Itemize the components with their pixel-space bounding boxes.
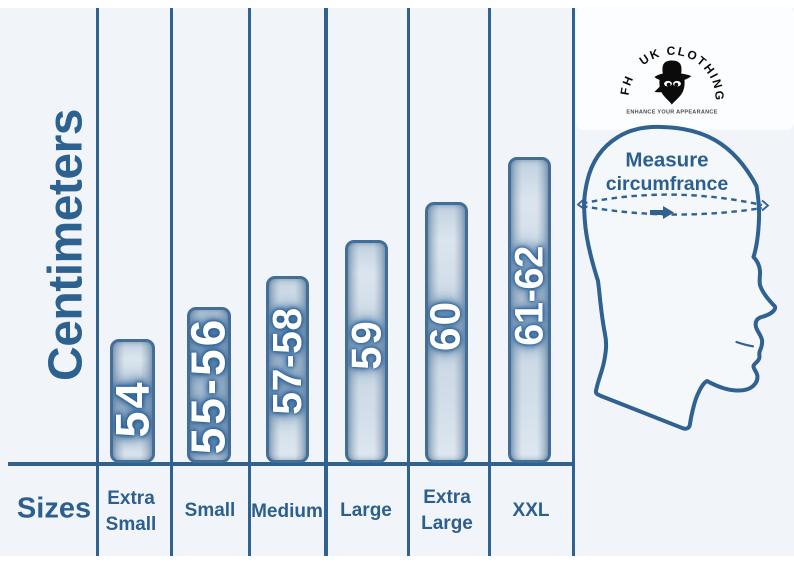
svg-text:circumfrance: circumfrance [606,173,729,195]
svg-text:Measure: Measure [625,149,708,172]
svg-text:ENHANCE YOUR APPEARANCE: ENHANCE YOUR APPEARANCE [626,110,717,116]
